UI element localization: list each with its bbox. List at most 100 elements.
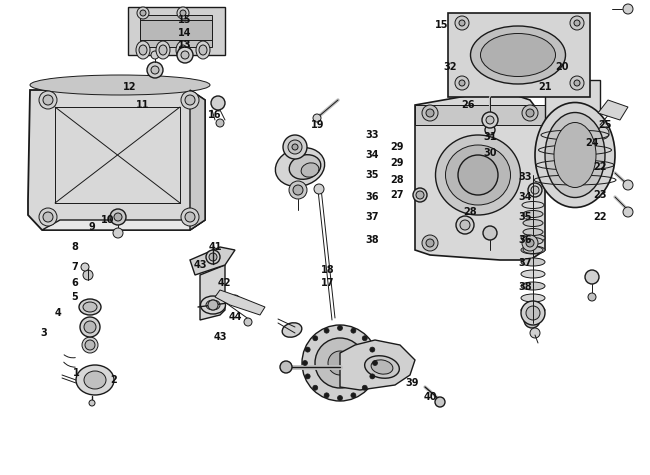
Text: 24: 24 [585, 138, 599, 148]
Circle shape [370, 347, 375, 352]
Circle shape [151, 51, 159, 59]
Circle shape [114, 213, 122, 221]
Ellipse shape [206, 300, 220, 310]
Text: 39: 39 [405, 378, 419, 388]
Circle shape [422, 105, 438, 121]
Circle shape [426, 239, 434, 247]
Text: 42: 42 [217, 278, 231, 288]
Circle shape [521, 301, 545, 325]
Circle shape [459, 20, 465, 26]
Circle shape [283, 135, 307, 159]
Text: 43: 43 [193, 260, 207, 270]
Circle shape [324, 328, 329, 333]
Text: 6: 6 [72, 278, 79, 288]
Polygon shape [190, 247, 235, 275]
Circle shape [314, 184, 324, 194]
Circle shape [39, 208, 57, 226]
Ellipse shape [521, 246, 545, 254]
Text: 2: 2 [111, 375, 118, 385]
Ellipse shape [480, 34, 556, 76]
Polygon shape [448, 13, 590, 97]
Ellipse shape [289, 155, 320, 179]
Circle shape [623, 180, 633, 190]
Ellipse shape [471, 26, 566, 84]
Circle shape [315, 338, 365, 388]
Ellipse shape [521, 258, 545, 266]
Polygon shape [128, 7, 225, 55]
Ellipse shape [521, 270, 545, 278]
Circle shape [292, 144, 298, 150]
Ellipse shape [196, 41, 210, 59]
Text: 31: 31 [483, 132, 497, 142]
Circle shape [181, 208, 199, 226]
Circle shape [588, 293, 596, 301]
Text: 18: 18 [321, 265, 335, 275]
Circle shape [328, 351, 352, 375]
Text: 14: 14 [178, 28, 192, 38]
Text: 41: 41 [208, 242, 222, 252]
Circle shape [206, 250, 220, 264]
Text: 34: 34 [518, 192, 532, 202]
Circle shape [483, 226, 497, 240]
Circle shape [81, 263, 89, 271]
Ellipse shape [523, 247, 543, 254]
Ellipse shape [76, 365, 114, 395]
Text: 19: 19 [311, 120, 325, 130]
Circle shape [113, 228, 123, 238]
Circle shape [302, 325, 378, 401]
Circle shape [293, 185, 303, 195]
Ellipse shape [523, 210, 543, 218]
Ellipse shape [84, 371, 106, 389]
Circle shape [528, 183, 542, 197]
Circle shape [574, 80, 580, 86]
Polygon shape [215, 290, 265, 315]
Circle shape [324, 393, 329, 398]
Circle shape [110, 209, 126, 225]
Circle shape [89, 400, 95, 406]
Text: 23: 23 [593, 190, 606, 200]
Text: 38: 38 [365, 235, 379, 245]
Text: 11: 11 [136, 100, 150, 110]
Polygon shape [415, 90, 545, 260]
Text: 38: 38 [518, 282, 532, 292]
Ellipse shape [282, 323, 302, 337]
Ellipse shape [301, 163, 319, 177]
Polygon shape [28, 90, 205, 230]
Text: 4: 4 [55, 308, 61, 318]
Text: 34: 34 [365, 150, 379, 160]
Circle shape [623, 207, 633, 217]
Text: 28: 28 [390, 175, 404, 185]
Text: 25: 25 [598, 120, 612, 130]
Text: 17: 17 [321, 278, 335, 288]
Circle shape [305, 374, 310, 379]
Ellipse shape [179, 45, 187, 55]
Text: 22: 22 [593, 212, 606, 222]
Text: 30: 30 [483, 148, 497, 158]
Ellipse shape [545, 113, 605, 198]
Ellipse shape [200, 296, 226, 314]
Circle shape [244, 318, 252, 326]
Text: 20: 20 [555, 62, 569, 72]
Text: 22: 22 [593, 162, 606, 172]
Ellipse shape [436, 135, 521, 215]
Circle shape [177, 47, 193, 63]
Circle shape [302, 361, 307, 365]
Bar [415, 105, 545, 125]
Text: 40: 40 [423, 392, 437, 402]
Ellipse shape [159, 45, 167, 55]
Circle shape [137, 7, 149, 19]
Ellipse shape [521, 234, 545, 242]
Text: 33: 33 [365, 130, 379, 140]
Ellipse shape [521, 306, 545, 314]
Circle shape [456, 216, 474, 234]
Circle shape [362, 385, 367, 390]
Circle shape [585, 270, 599, 284]
Circle shape [211, 96, 225, 110]
Circle shape [435, 397, 445, 407]
Ellipse shape [365, 356, 399, 378]
Circle shape [351, 393, 356, 398]
Circle shape [570, 16, 584, 30]
Text: 37: 37 [365, 212, 379, 222]
Circle shape [482, 112, 498, 128]
Circle shape [230, 295, 240, 305]
